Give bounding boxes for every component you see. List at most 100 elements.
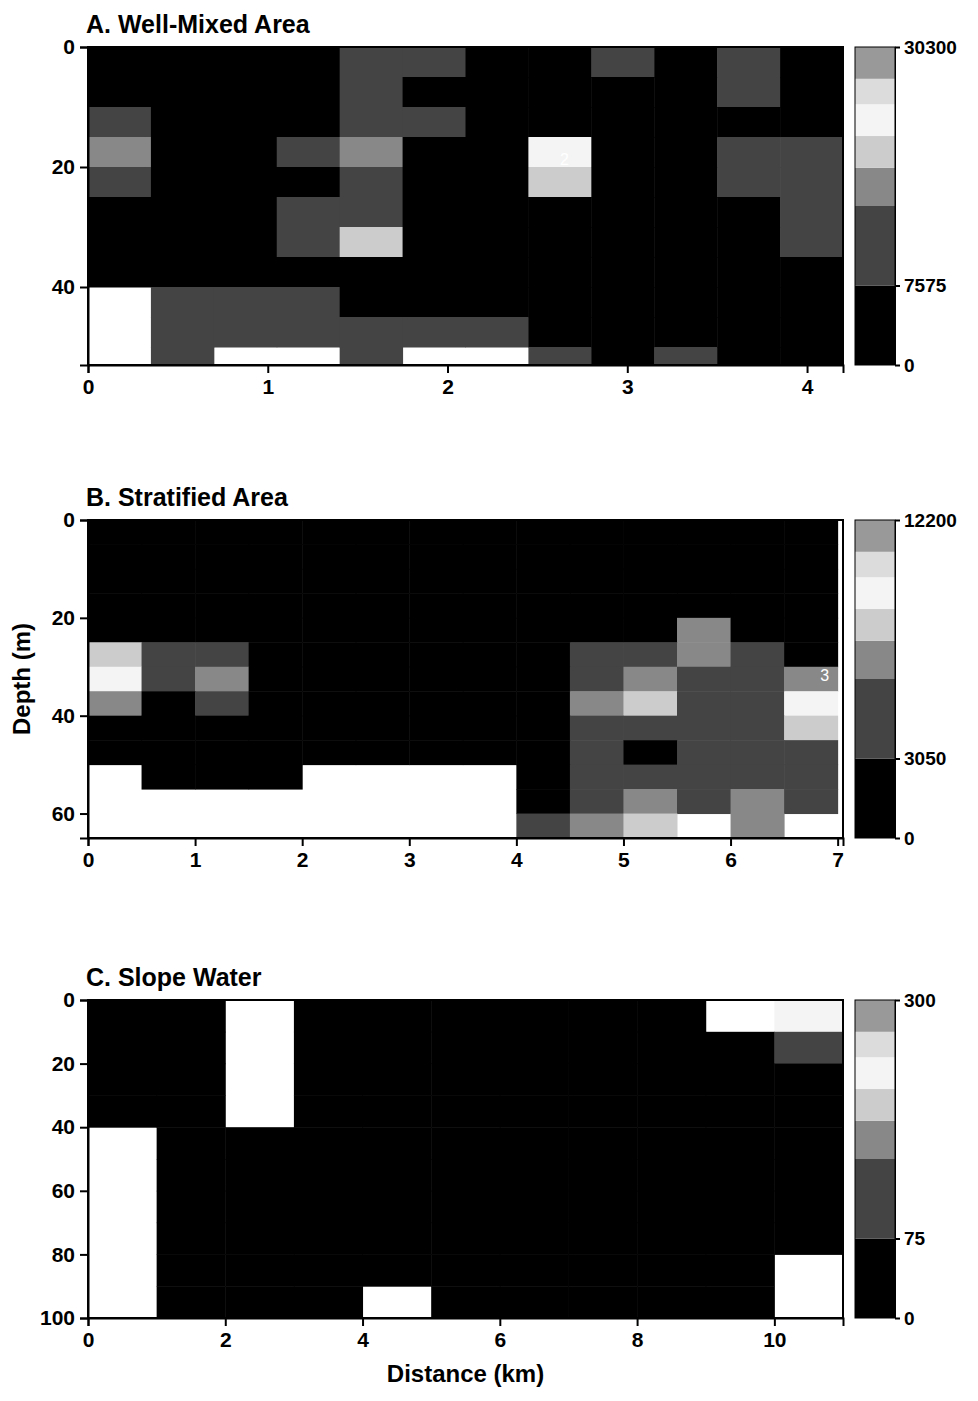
- heat-cell: [195, 544, 249, 569]
- heat-cell: [731, 789, 785, 814]
- tick-mark: [80, 813, 88, 815]
- panel-title: A. Well-Mixed Area: [86, 10, 311, 38]
- heat-cell: [157, 1223, 226, 1255]
- heat-cell: [225, 1127, 294, 1159]
- heat-cell: [677, 544, 731, 569]
- heat-cell: [591, 47, 654, 78]
- heat-cell: [340, 137, 403, 168]
- tick-label: 0: [904, 828, 915, 849]
- tick-label: 3: [622, 375, 634, 398]
- heat-cell: [784, 520, 838, 545]
- heat-cell: [142, 667, 196, 692]
- heat-cell: [340, 347, 403, 365]
- colorbar-axis: 0757530300: [895, 37, 957, 376]
- heat-cell: [466, 137, 529, 168]
- heat-cell: [302, 642, 356, 667]
- tick: 3050: [895, 748, 946, 769]
- heat-cell: [780, 317, 843, 348]
- heat-cell: [637, 1191, 706, 1223]
- heat-cell: [249, 740, 303, 765]
- tick-mark: [80, 1000, 88, 1002]
- tick: 20: [52, 606, 88, 629]
- heat-cell: [654, 317, 717, 348]
- heat-cell: [516, 691, 570, 716]
- tick: 0: [83, 365, 95, 398]
- colorbar-band: [855, 679, 895, 759]
- heat-cell: [431, 1191, 500, 1223]
- heat-cell: [157, 1286, 226, 1318]
- heat-cell: [654, 137, 717, 168]
- heat-cell: [195, 740, 249, 765]
- axis-line: [896, 521, 901, 839]
- heat-cell: [294, 1159, 363, 1191]
- heat-cell: [780, 167, 843, 198]
- heat-cell: [151, 347, 214, 365]
- heat-cell: [363, 1191, 432, 1223]
- heat-cell: [277, 47, 340, 78]
- heat-cell: [463, 691, 517, 716]
- heat-cell: [225, 1159, 294, 1191]
- tick-label: 1: [262, 375, 274, 398]
- heat-cell: [677, 691, 731, 716]
- heat-cell: [780, 347, 843, 365]
- heat-cell: [466, 107, 529, 138]
- annotation: 2: [560, 151, 569, 168]
- heat-cell: [151, 77, 214, 108]
- tick: 100: [40, 1306, 88, 1329]
- heat-cell: [717, 317, 780, 348]
- heat-cell: [403, 47, 466, 78]
- tick-label: 10: [763, 1328, 786, 1351]
- heat-cell: [528, 347, 591, 365]
- tick-label: 3050: [904, 748, 946, 769]
- tick: 2: [220, 1318, 232, 1351]
- tick-label: 20: [52, 155, 75, 178]
- heat-cell: [570, 569, 624, 594]
- heat-cell: [431, 1286, 500, 1318]
- heat-cell: [528, 77, 591, 108]
- heat-cell: [623, 569, 677, 594]
- tick: 1: [262, 365, 274, 398]
- tick-label: 4: [802, 375, 814, 398]
- heat-cell: [302, 618, 356, 643]
- heat-cell: [677, 789, 731, 814]
- heat-cell: [591, 287, 654, 318]
- heat-cell: [151, 287, 214, 318]
- heat-cell: [784, 789, 838, 814]
- heat-cell: [363, 1254, 432, 1286]
- tick-mark: [895, 285, 900, 287]
- annotation: 3: [820, 667, 829, 684]
- tick: 0: [63, 35, 88, 58]
- heat-cell: [500, 1191, 569, 1223]
- tick-mark: [409, 838, 411, 846]
- heat-cell: [500, 1254, 569, 1286]
- heat-cell: [302, 520, 356, 545]
- heat-cell: [774, 1159, 843, 1191]
- heat-cell: [654, 107, 717, 138]
- colorbar-band: [855, 520, 895, 552]
- colorbar-band: [855, 1032, 895, 1057]
- heat-cell: [403, 287, 466, 318]
- heat-cell: [623, 618, 677, 643]
- heat-cell: [151, 197, 214, 228]
- heat-cell: [654, 257, 717, 288]
- heat-cell: [225, 1254, 294, 1286]
- heat-cell: [466, 227, 529, 258]
- tick-label: 0: [83, 848, 95, 871]
- heat-cell: [431, 1095, 500, 1127]
- heat-cell: [225, 1191, 294, 1223]
- colorbar-band: [855, 1159, 895, 1239]
- heat-cell: [780, 227, 843, 258]
- heat-cell: [516, 544, 570, 569]
- colorbar-frame: [855, 47, 895, 365]
- tick: 20: [52, 1052, 88, 1075]
- heat-cell: [528, 197, 591, 228]
- heat-cell: [706, 1095, 775, 1127]
- y-axis: 0204060: [52, 508, 89, 838]
- heat-cell: [570, 618, 624, 643]
- tick-label: 4: [357, 1328, 369, 1351]
- heat-cell: [654, 227, 717, 258]
- heat-cell: [363, 1032, 432, 1064]
- heat-cell: [516, 642, 570, 667]
- heat-cell: [568, 1032, 637, 1064]
- tick-mark: [730, 838, 732, 846]
